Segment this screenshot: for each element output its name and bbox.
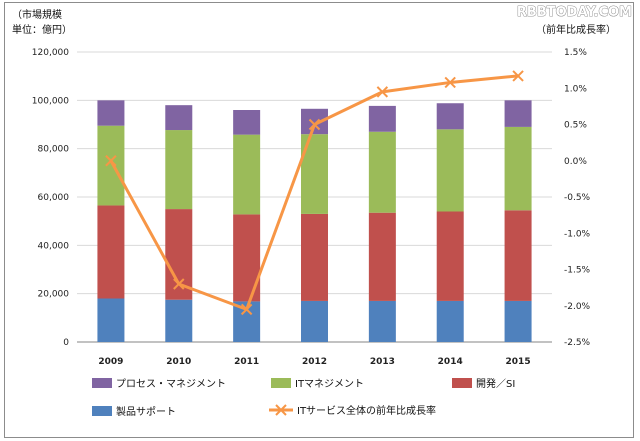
y2-tick-label: -0.5% — [564, 193, 591, 203]
growth-marker — [240, 303, 253, 316]
growth-marker — [173, 278, 185, 290]
x-axis-ticks: 2009 2010 2011 2012 2013 2014 2015 — [98, 357, 530, 367]
bar-development-si — [301, 213, 328, 301]
bar-it-management — [504, 126, 532, 211]
bar-development-si — [97, 205, 125, 299]
growth-marker — [308, 118, 321, 131]
x-tick-label: 2012 — [302, 357, 327, 367]
watermark: RBBTODAY.COM — [517, 5, 632, 20]
growth-marker — [444, 76, 456, 89]
left-axis-title-line1: （市場規模 — [12, 8, 62, 21]
legend-growth-marker — [275, 404, 287, 416]
bar-product-support — [301, 300, 328, 342]
legend-it-management-label: ITマネジメント — [295, 378, 364, 390]
marker-stroke — [240, 303, 253, 316]
left-axis-ticks: 0 20,000 40,000 60,000 80,000 100,000 120,000 — [32, 48, 69, 348]
y-tick-label: 0 — [63, 338, 69, 348]
bar-development-si — [504, 210, 532, 301]
bar-process-management — [368, 105, 396, 132]
bar-development-si — [368, 212, 396, 301]
bar-it-management — [165, 130, 193, 210]
bar-development-si — [233, 214, 261, 302]
legend: プロセス・マネジメント ITマネジメント 開発／SI 製品サポート ITサービス全体の前… — [92, 377, 515, 418]
bar-process-management — [436, 103, 464, 130]
legend-development-si-swatch — [452, 378, 472, 388]
bar-process-management — [97, 100, 125, 126]
y-tick-label: 100,000 — [32, 96, 69, 106]
bar-product-support — [504, 300, 532, 342]
x-tick-label: 2009 — [98, 357, 123, 367]
marker-stroke — [444, 76, 456, 89]
bar-it-management — [368, 131, 396, 213]
marker-stroke — [105, 155, 117, 167]
y2-tick-label: -1.0% — [564, 229, 591, 239]
y2-tick-label: -2.5% — [564, 338, 591, 348]
y2-tick-label: -1.5% — [564, 266, 591, 276]
bars — [97, 100, 532, 342]
marker-stroke — [173, 278, 185, 290]
y-tick-label: 20,000 — [38, 290, 70, 300]
growth-marker — [105, 155, 117, 167]
y2-tick-label: -2.0% — [564, 302, 591, 312]
bar-product-support — [436, 300, 464, 342]
marker-stroke — [308, 118, 321, 131]
bar-process-management — [165, 105, 193, 131]
legend-product-support-swatch — [92, 406, 112, 416]
legend-growth-label: ITサービス全体の前年比成長率 — [297, 404, 436, 417]
growth-line — [105, 70, 524, 316]
right-axis-ticks: 1.5% 1.0% 0.5% 0.0% -0.5% -1.0% -1.5% -2.0% -2.5… — [564, 48, 591, 348]
bar-product-support — [368, 300, 396, 342]
y-tick-label: 60,000 — [38, 193, 70, 203]
y-tick-label: 40,000 — [38, 241, 70, 251]
bar-product-support — [97, 298, 125, 342]
bar-product-support — [165, 299, 193, 342]
bar-it-management — [97, 125, 125, 206]
legend-process-management-label: プロセス・マネジメント — [116, 378, 226, 390]
legend-it-management-swatch — [271, 378, 291, 388]
marker-stroke — [376, 86, 389, 98]
left-axis-title-line2: 単位：億円） — [12, 23, 72, 36]
legend-product-support-label: 製品サポート — [116, 405, 176, 418]
right-axis-title: （前年比成長率） — [536, 23, 616, 36]
bar-process-management — [233, 110, 261, 135]
bar-development-si — [436, 211, 464, 301]
y2-tick-label: 0.5% — [564, 121, 587, 131]
y-tick-label: 120,000 — [32, 48, 69, 58]
growth-marker — [376, 86, 389, 98]
legend-development-si-label: 開発／SI — [476, 377, 515, 390]
bar-it-management — [436, 129, 464, 212]
x-tick-label: 2015 — [506, 357, 531, 367]
x-tick-label: 2014 — [438, 357, 463, 367]
x-tick-label: 2013 — [370, 357, 395, 367]
legend-process-management-swatch — [92, 378, 112, 388]
marker-stroke — [512, 70, 524, 82]
bar-process-management — [504, 100, 532, 127]
y2-tick-label: 0.0% — [564, 157, 587, 167]
y-tick-label: 80,000 — [38, 145, 70, 155]
y2-tick-label: 1.5% — [564, 48, 587, 58]
y2-tick-label: 1.0% — [564, 84, 587, 94]
x-tick-label: 2010 — [166, 357, 191, 367]
x-tick-label: 2011 — [234, 357, 259, 367]
growth-marker — [512, 70, 524, 82]
bar-it-management — [233, 134, 261, 215]
